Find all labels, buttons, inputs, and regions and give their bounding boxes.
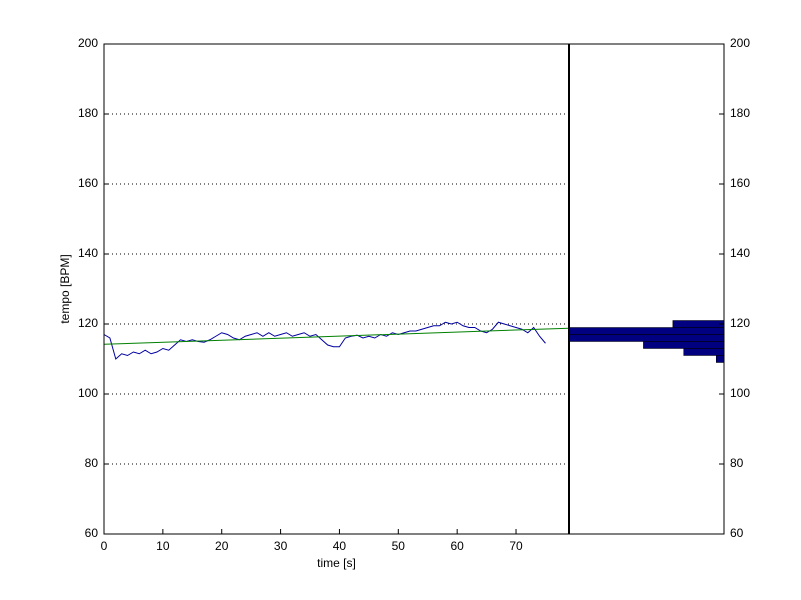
y-tick-label: 140 [730,246,750,260]
histogram-bar [643,341,725,349]
y-tick-label: 60 [85,526,99,540]
x-tick-label: 60 [450,539,464,553]
y-tick-label: 200 [730,36,750,50]
x-axis-label: time [s] [317,556,356,570]
x-tick-label: 70 [509,539,523,553]
histogram-bar [716,355,725,363]
plot-area [104,44,569,534]
histogram-bar [568,334,725,342]
y-tick-label: 200 [78,36,98,50]
y-tick-label: 160 [78,176,98,190]
y-tick-label: 180 [78,106,98,120]
x-tick-label: 10 [156,539,170,553]
data-line [103,321,546,360]
y-tick-label: 60 [730,526,744,540]
y-axis-label: tempo [BPM] [58,254,72,323]
histogram-bar [672,320,725,328]
y-tick-label: 100 [730,386,750,400]
y-tick-label: 100 [78,386,98,400]
data-line [103,327,570,345]
y-tick-label: 80 [85,456,99,470]
y-tick-label: 140 [78,246,98,260]
x-tick-label: 50 [392,539,406,553]
histogram-bar [568,327,725,335]
x-tick-label: 30 [274,539,288,553]
y-tick-label: 120 [78,316,98,330]
x-tick-label: 40 [333,539,347,553]
histogram-bar [683,348,725,356]
x-tick-label: 20 [215,539,229,553]
y-tick-label: 160 [730,176,750,190]
y-tick-label: 180 [730,106,750,120]
y-tick-label: 80 [730,456,744,470]
x-tick-label: 0 [101,539,108,553]
y-tick-label: 120 [730,316,750,330]
